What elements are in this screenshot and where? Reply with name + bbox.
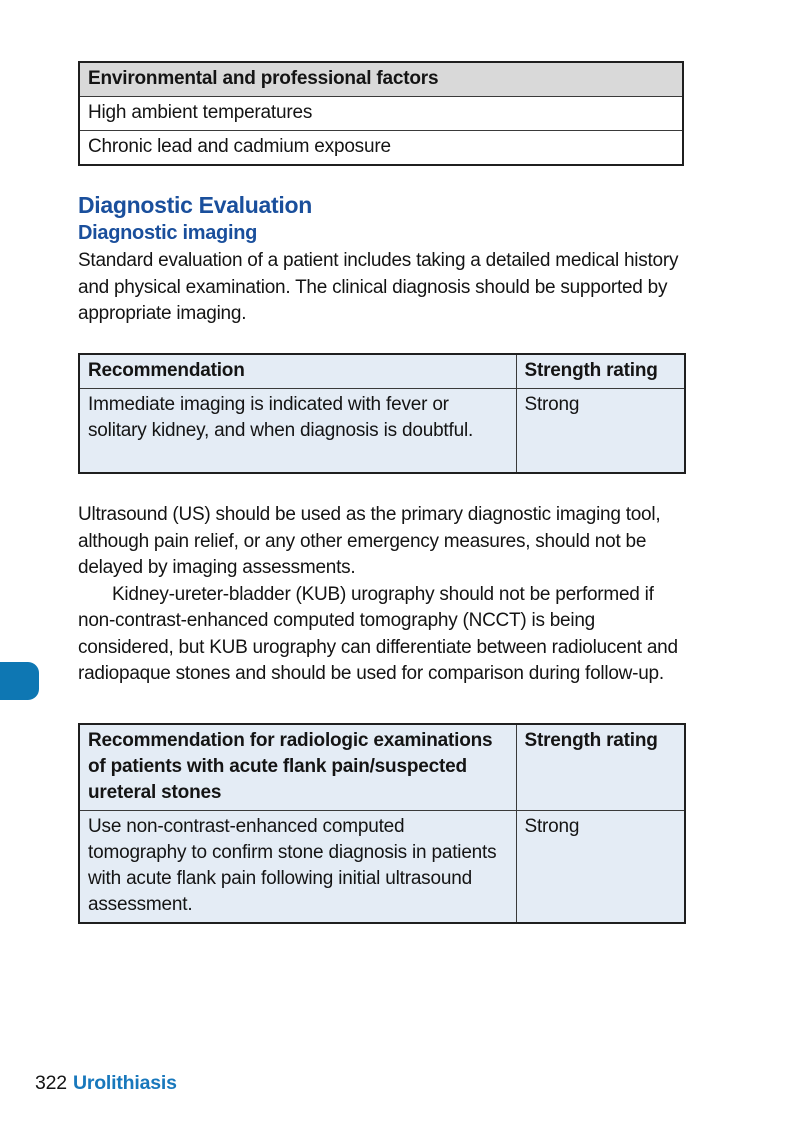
risk-table-cell: Chronic lead and cadmium exposure <box>78 130 684 166</box>
section-title: Diagnostic Evaluation <box>78 192 312 218</box>
paragraph-ultrasound: Ultrasound (US) should be used as the pr… <box>78 504 661 578</box>
risk-factors-table: Environmental and professional factors H… <box>78 61 684 166</box>
page-footer: 322 Urolithiasis <box>35 1072 177 1095</box>
column-header-strength-rating: Strength rating <box>515 723 686 811</box>
risk-table-header: Environmental and professional factors <box>78 61 684 97</box>
recommendation-table-2: Recommendation for radiologic examinatio… <box>78 722 686 924</box>
chapter-title: Urolithiasis <box>72 1072 177 1094</box>
risk-table-cell: High ambient temperatures <box>78 96 684 131</box>
column-header-recommendation: Recommendation <box>78 353 517 389</box>
table-row: Immediate imaging is indicated with feve… <box>78 387 686 474</box>
recommendation-cell: Immediate imaging is indicated with feve… <box>78 387 517 474</box>
table-header-row: Recommendation for radiologic examinatio… <box>78 723 686 811</box>
chapter-thumb-tab <box>0 662 39 700</box>
column-header-strength-rating: Strength rating <box>515 353 686 389</box>
recommendation-table-1: Recommendation Strength rating Immediate… <box>78 352 686 474</box>
recommendation-cell: Use non-contrast-enhanced computed tomog… <box>78 809 517 923</box>
table-header-row: Recommendation Strength rating <box>78 353 686 389</box>
paragraph-intro: Standard evaluation of a patient include… <box>78 250 679 324</box>
paragraph-kub: Kidney-ureter-bladder (KUB) urography sh… <box>78 583 678 685</box>
table-header-row: Environmental and professional factors <box>78 61 684 97</box>
strength-rating-cell: Strong <box>515 809 686 923</box>
table-row: Use non-contrast-enhanced computed tomog… <box>78 809 686 923</box>
column-header-recommendation: Recommendation for radiologic examinatio… <box>78 723 517 811</box>
table-row: High ambient temperatures <box>78 96 684 131</box>
section-subtitle: Diagnostic imaging <box>78 222 258 244</box>
table-row: Chronic lead and cadmium exposure <box>78 130 684 166</box>
page-number: 322 <box>35 1072 67 1094</box>
strength-rating-cell: Strong <box>515 387 686 474</box>
page-content: Environmental and professional factors H… <box>78 61 686 924</box>
